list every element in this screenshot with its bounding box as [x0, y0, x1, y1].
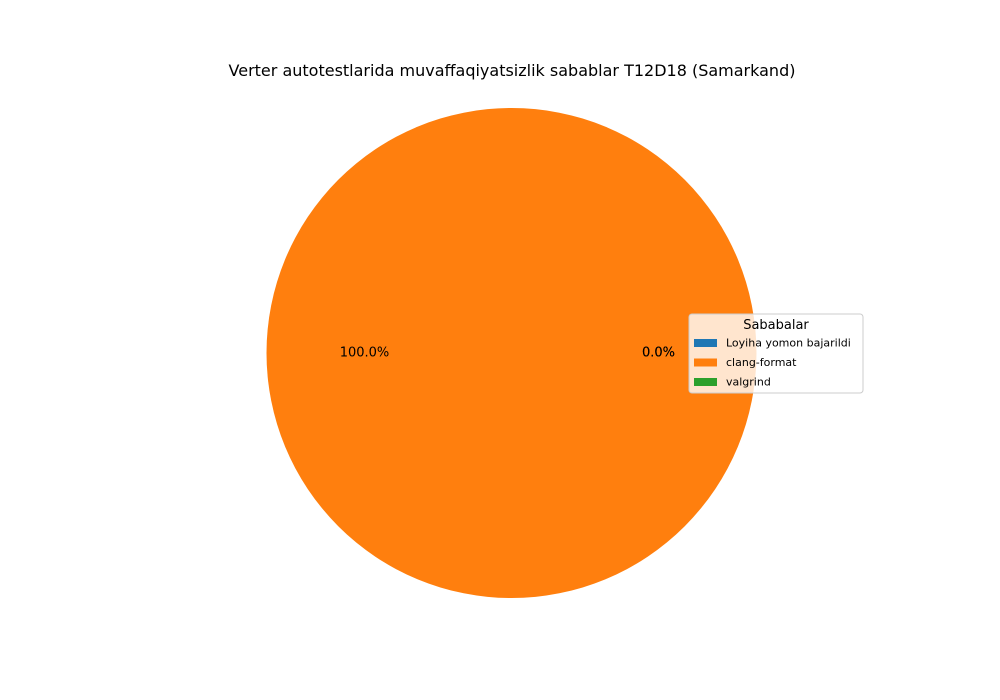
legend-label-clang-format: clang-format	[726, 356, 797, 369]
percent-label-clang-format: 100.0%	[340, 346, 390, 361]
legend-label-valgrind: valgrind	[726, 376, 771, 389]
legend-label-loyiha-yomon-bajarildi: Loyiha yomon bajarildi	[726, 337, 851, 350]
chart-title: Verter autotestlarida muvaffaqiyatsizlik…	[229, 61, 796, 80]
legend: Sababalar Loyiha yomon bajarildi clang-fo…	[688, 313, 864, 394]
pie-slices	[266, 108, 757, 598]
legend-swatch-loyiha-yomon-bajarildi	[694, 339, 717, 347]
legend-swatch-clang-format	[694, 358, 717, 367]
percent-labels: 0.0%100.0% 0.0%	[340, 346, 675, 361]
percent-label-valgrind: 0.0%	[642, 346, 675, 361]
pie-slice-clang-format	[266, 108, 757, 598]
legend-swatch-valgrind	[694, 378, 717, 386]
legend-items: Loyiha yomon bajarildi clang-format valgri…	[694, 337, 851, 389]
percent-label-loyiha-yomon-bajarildi: 0.0%	[642, 346, 675, 361]
legend-box	[688, 313, 864, 394]
legend-title: Sababalar	[743, 318, 809, 333]
